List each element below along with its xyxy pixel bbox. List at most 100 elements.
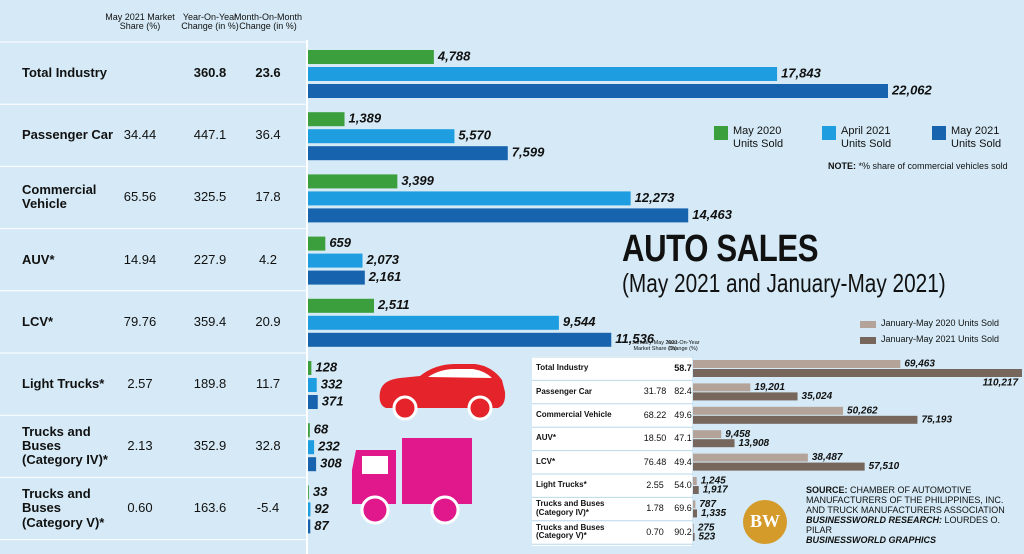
value-label: 75,193 — [921, 414, 952, 425]
value-label: 787 — [699, 499, 716, 510]
table-cell: 360.8 — [193, 65, 227, 80]
value-label: 14,463 — [692, 207, 733, 222]
table-cell: 76.48 — [643, 456, 667, 467]
category-label: Total Industry — [22, 64, 107, 80]
car-window — [428, 369, 492, 378]
note: NOTE: *% share of commercial vehicles so… — [828, 161, 1008, 171]
bar — [308, 174, 398, 189]
category-label: Trucks and Buses (Category V)* — [22, 486, 105, 530]
value-label: 1,917 — [703, 485, 728, 496]
value-label: 1,245 — [701, 476, 726, 487]
bar — [308, 457, 317, 472]
research-label: BUSINESSWORLD RESEARCH: — [806, 515, 943, 526]
legend-label: May 2021 Units Sold — [951, 125, 1002, 150]
legend-label: April 2021 Units Sold — [841, 125, 892, 150]
value-label: 332 — [321, 376, 343, 391]
value-label: 9,458 — [725, 429, 750, 440]
logo-text: BW — [750, 511, 780, 531]
bar — [308, 298, 375, 313]
table-cell: 447.1 — [193, 127, 227, 143]
value-label: 68 — [314, 422, 329, 437]
table-cell: 69.6 — [674, 503, 692, 514]
bar — [693, 360, 901, 368]
value-label: 128 — [315, 359, 337, 374]
value-label: 11,536 — [615, 331, 655, 346]
table-cell: 49.4 — [674, 456, 692, 467]
bar — [308, 519, 311, 534]
value-label: 12,273 — [635, 190, 676, 205]
table-cell: 32.8 — [255, 438, 281, 454]
table-cell: 58.7 — [674, 363, 692, 373]
category-label: Total Industry — [536, 363, 589, 373]
bar — [693, 439, 735, 448]
table-cell: 2.55 — [646, 480, 664, 490]
note-text: *% share of commercial vehicles sold — [858, 161, 1008, 171]
table-cell: 227.9 — [193, 251, 227, 267]
category-label: Commercial Vehicle — [536, 410, 612, 420]
value-label: 5,570 — [458, 128, 491, 143]
category-label: Trucks and Buses (Category IV)* — [536, 499, 605, 518]
table-cell: 49.6 — [674, 409, 692, 420]
bar — [308, 146, 508, 161]
table-cell: 2.57 — [127, 376, 153, 391]
bar — [308, 423, 310, 438]
title: AUTO SALES — [622, 228, 819, 270]
category-label: AUV* — [22, 251, 55, 267]
category-label: Trucks and Buses (Category V)* — [536, 522, 605, 541]
category-label: Passenger Car — [22, 127, 114, 143]
value-label: 7,599 — [512, 145, 545, 160]
category-label: Light Trucks* — [536, 480, 587, 490]
table-cell: 31.78 — [643, 386, 667, 397]
bar — [308, 502, 311, 517]
table-cell: 163.6 — [193, 500, 227, 516]
bar — [693, 523, 694, 532]
bar — [308, 84, 888, 98]
table-cell: 352.9 — [193, 438, 227, 454]
legend-label: January-May 2021 Units Sold — [881, 334, 1000, 344]
bar — [693, 509, 697, 518]
table-cell: 54.0 — [674, 480, 692, 490]
value-label: 69,463 — [904, 359, 935, 370]
bar — [693, 392, 798, 401]
value-label: 659 — [329, 235, 351, 250]
bar — [308, 67, 778, 81]
bar — [693, 415, 918, 424]
bar — [693, 477, 697, 485]
value-label: 13,908 — [739, 438, 770, 449]
value-label: 35,024 — [802, 391, 833, 402]
column-header: Year-On-Year Change (%) — [666, 340, 700, 352]
legend-swatch — [932, 126, 946, 140]
value-label: 22,062 — [891, 82, 933, 97]
table-cell: 20.9 — [255, 313, 281, 329]
column-header: January-May 2021 Market Share (%) — [632, 340, 678, 352]
value-label: 2,073 — [365, 252, 399, 267]
column-header: Year-On-Year Change (in %) — [181, 12, 239, 32]
table-cell: 0.70 — [646, 526, 664, 537]
bar — [308, 50, 434, 64]
category-label: Commercial Vehicle — [22, 182, 97, 212]
legend-label: January-May 2020 Units Sold — [881, 318, 1000, 328]
value-label: 87 — [314, 518, 329, 533]
value-label: 1,389 — [349, 111, 382, 126]
value-label: 19,201 — [754, 382, 785, 393]
legend-swatch — [860, 337, 876, 344]
bar — [308, 395, 318, 409]
table-cell: 90.2 — [674, 526, 692, 537]
bar — [308, 191, 631, 206]
value-label: 4,788 — [437, 48, 471, 63]
bar — [308, 253, 363, 268]
column-header: Month-On-Month Change (in %) — [233, 12, 303, 32]
value-label: 523 — [699, 531, 716, 542]
value-label: 38,487 — [812, 452, 843, 463]
category-label: Light Trucks* — [22, 375, 105, 391]
value-label: 92 — [314, 501, 329, 516]
bar — [693, 369, 1022, 377]
legend-swatch — [860, 321, 876, 328]
value-label: 2,511 — [377, 297, 410, 312]
bar — [308, 315, 559, 330]
truck-window — [362, 456, 388, 474]
table-cell: 359.4 — [193, 313, 227, 329]
table-cell: 68.22 — [643, 409, 667, 420]
table-cell: 65.56 — [123, 189, 157, 205]
